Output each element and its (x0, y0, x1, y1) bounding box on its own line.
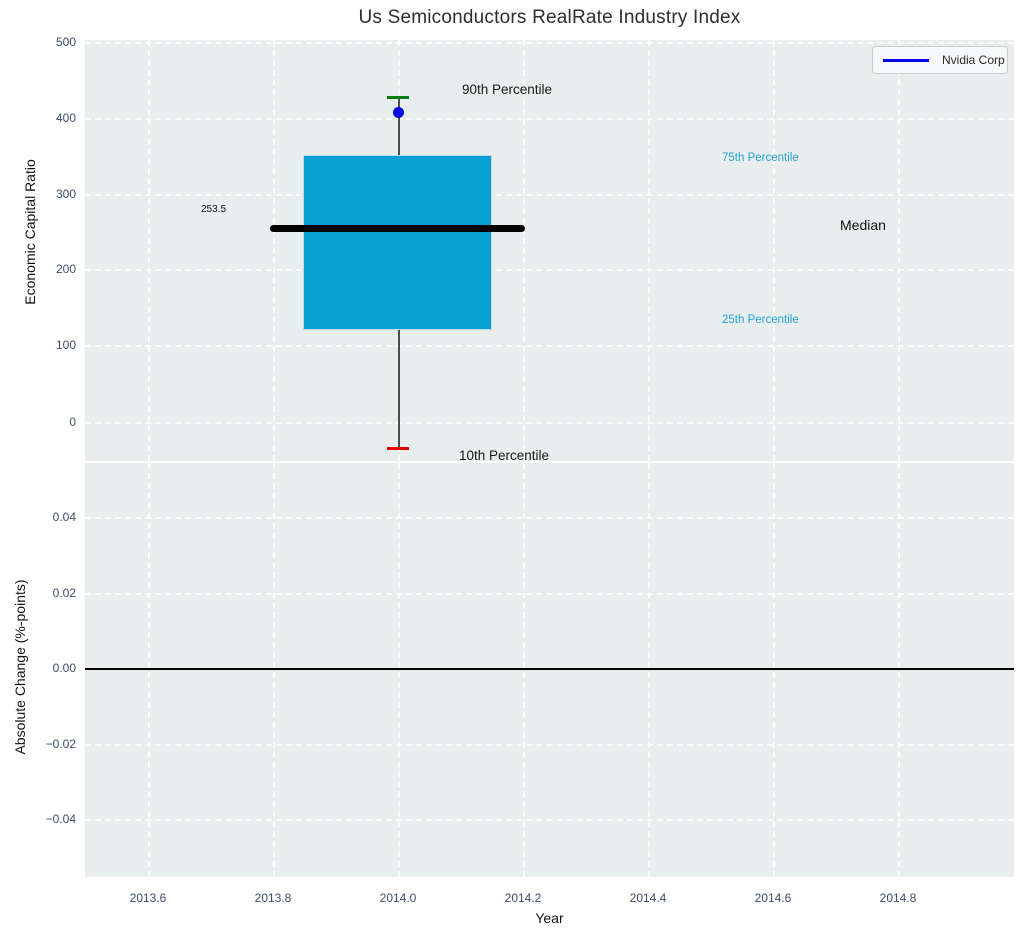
ytick-bottom: −0.02 (45, 737, 76, 751)
gridline (85, 345, 1014, 347)
ytick-top: 400 (55, 111, 76, 125)
annotation-25th-percentile: 25th Percentile (722, 314, 799, 326)
boxplot-iqr-box (303, 155, 492, 330)
legend-label: Nvidia Corp (942, 53, 1005, 67)
gridline (85, 593, 1014, 595)
gridline (85, 118, 1014, 120)
xlabel-year: Year (535, 910, 564, 926)
gridline (85, 269, 1014, 271)
gridline (85, 517, 1014, 519)
ytick-bottom: 0.00 (52, 661, 76, 675)
xtick: 2013.6 (129, 891, 167, 905)
annotation-75th-percentile: 75th Percentile (722, 152, 799, 164)
gridline (148, 463, 150, 877)
legend-line-swatch (883, 58, 929, 62)
gridline (85, 819, 1014, 821)
gridline (898, 463, 900, 877)
gridline (398, 463, 400, 877)
zero-reference-line (85, 668, 1014, 670)
gridline (85, 42, 1014, 44)
gridline (523, 463, 525, 877)
annotation-10th-percentile: 10th Percentile (459, 448, 550, 461)
boxplot-10th-cap (387, 447, 409, 450)
gridline (773, 40, 775, 461)
gridline (85, 422, 1014, 424)
ytick-bottom: 0.02 (52, 586, 76, 600)
gridline (523, 40, 525, 461)
ytick-top: 0 (69, 415, 76, 429)
xtick: 2014.4 (629, 891, 667, 905)
gridline (648, 40, 650, 461)
ytick-top: 100 (55, 338, 76, 352)
boxplot-median-line (270, 225, 525, 232)
ylabel-economic-capital-ratio: Economic Capital Ratio (22, 159, 38, 305)
axes-absolute-change (85, 463, 1014, 877)
annotation-median-value: 253.5 (201, 204, 227, 215)
gridline (148, 40, 150, 461)
gridline (648, 463, 650, 877)
chart-title: Us Semiconductors RealRate Industry Inde… (358, 7, 741, 28)
ytick-bottom: 0.04 (52, 510, 76, 524)
nvidia-data-point (393, 107, 404, 118)
gridline (85, 744, 1014, 746)
gridline (85, 194, 1014, 196)
xtick: 2014.6 (754, 891, 792, 905)
ytick-top: 200 (55, 262, 76, 276)
gridline (773, 463, 775, 877)
annotation-median: Median (840, 217, 886, 233)
axes-economic-capital-ratio: 90th Percentile 75th Percentile Median 2… (85, 40, 1014, 461)
ytick-bottom: −0.04 (45, 812, 76, 826)
annotation-90th-percentile: 90th Percentile (462, 82, 553, 97)
boxplot-90th-cap (387, 96, 409, 99)
gridline (273, 463, 275, 877)
ytick-top: 300 (55, 187, 76, 201)
xtick: 2014.8 (879, 891, 917, 905)
legend: Nvidia Corp (872, 46, 1008, 74)
gridline (273, 40, 275, 461)
xtick: 2014.2 (504, 891, 542, 905)
ylabel-absolute-change: Absolute Change (%-points) (12, 579, 28, 755)
gridline (898, 40, 900, 461)
xtick: 2014.0 (379, 891, 417, 905)
xtick: 2013.8 (254, 891, 292, 905)
ytick-top: 500 (55, 35, 76, 49)
